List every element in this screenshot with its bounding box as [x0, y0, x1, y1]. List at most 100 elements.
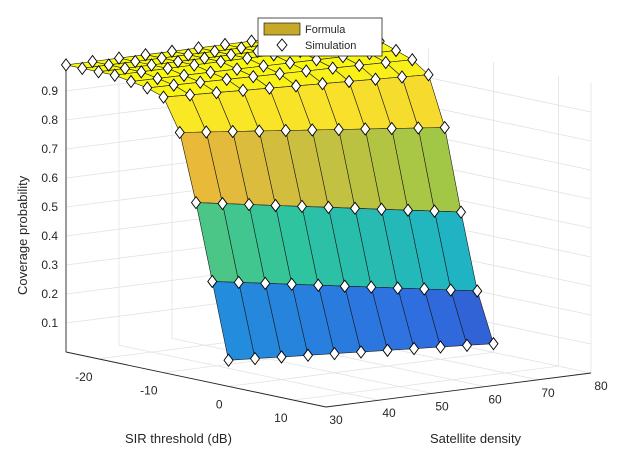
simulation-marker — [125, 74, 137, 89]
simulation-marker — [360, 122, 371, 136]
y-axis-label: Satellite density — [430, 431, 522, 446]
z-tick-label: 0.2 — [41, 287, 58, 301]
simulation-marker — [323, 200, 334, 215]
simulation-marker — [236, 41, 247, 55]
simulation-marker — [429, 204, 440, 218]
simulation-marker — [87, 54, 98, 69]
simulation-marker — [461, 338, 473, 353]
x-tick-label: 10 — [274, 411, 288, 425]
y-tick-label: 60 — [488, 393, 502, 407]
simulation-marker — [402, 203, 414, 217]
simulation-marker — [419, 282, 430, 296]
simulation-marker — [329, 346, 340, 361]
simulation-marker — [136, 65, 147, 79]
simulation-marker — [392, 281, 403, 295]
simulation-marker — [103, 58, 114, 72]
simulation-marker — [248, 69, 259, 84]
simulation-marker — [258, 59, 269, 73]
simulation-marker — [413, 121, 424, 135]
simulation-marker — [355, 345, 367, 359]
simulation-marker — [488, 336, 499, 351]
simulation-marker — [166, 44, 178, 59]
simulation-marker — [286, 277, 297, 292]
legend-simulation-label: Simulation — [305, 40, 356, 52]
simulation-marker — [396, 70, 408, 84]
simulation-marker — [190, 195, 202, 210]
z-tick-label: 0.1 — [41, 316, 58, 330]
simulation-marker — [366, 280, 377, 294]
grid-line — [118, 344, 380, 401]
simulation-marker — [311, 53, 322, 67]
simulation-marker — [339, 279, 350, 293]
legend-formula-label: Formula — [305, 24, 346, 36]
legend: Formula Simulation — [257, 17, 383, 57]
simulation-marker — [343, 74, 355, 89]
simulation-marker — [146, 58, 157, 72]
simulation-marker — [119, 61, 131, 76]
legend-simulation-marker — [276, 38, 288, 52]
y-tick-label: 70 — [541, 386, 555, 400]
simulation-marker — [201, 125, 212, 139]
simulation-marker — [207, 274, 218, 289]
simulation-marker — [274, 67, 285, 81]
simulation-marker — [301, 64, 312, 78]
simulation-marker — [113, 51, 125, 65]
simulation-marker — [264, 81, 275, 95]
simulation-marker — [280, 123, 291, 138]
y-tick-label: 40 — [382, 406, 396, 420]
x-tick-label: -10 — [140, 384, 158, 398]
simulation-marker — [77, 61, 88, 76]
simulation-marker — [445, 283, 456, 297]
simulation-marker — [221, 72, 232, 87]
simulation-marker — [233, 275, 244, 290]
simulation-marker — [423, 67, 434, 82]
z-tick-label: 0.7 — [41, 142, 58, 156]
simulation-marker — [270, 198, 281, 213]
simulation-marker — [472, 284, 483, 298]
simulation-marker — [386, 121, 397, 136]
simulation-marker — [243, 197, 255, 212]
simulation-marker — [225, 48, 237, 62]
grid-line — [293, 365, 559, 401]
simulation-marker — [439, 120, 450, 135]
simulation-marker — [199, 51, 210, 65]
simulation-marker — [354, 58, 365, 73]
tick-labels: 0.1 0.2 0.3 0.4 0.5 0.6 0.7 0.8 0.9 -20 -10 0 10 30 40… — [41, 84, 608, 427]
grid-line — [228, 351, 494, 387]
simulation-marker — [317, 76, 328, 91]
simulation-marker — [455, 205, 467, 219]
simulation-marker — [158, 90, 169, 104]
z-tick-label: 0.9 — [41, 84, 58, 98]
simulation-marker — [276, 350, 287, 364]
simulation-marker — [109, 68, 120, 82]
simulation-marker — [435, 340, 446, 354]
simulation-marker — [390, 43, 402, 58]
simulation-marker — [296, 199, 308, 214]
simulation-marker — [156, 51, 167, 65]
simulation-marker — [205, 65, 216, 79]
x-tick-label: -20 — [75, 370, 93, 384]
simulation-marker — [140, 47, 151, 62]
simulation-marker — [313, 278, 324, 292]
simulation-marker — [172, 54, 184, 69]
simulation-marker — [60, 58, 72, 72]
y-axis-line — [325, 372, 592, 408]
simulation-marker — [370, 72, 381, 86]
simulation-marker — [307, 123, 318, 137]
simulation-marker — [237, 83, 249, 98]
simulation-marker — [215, 54, 226, 69]
y-tick-label: 50 — [435, 399, 449, 413]
simulation-marker — [408, 341, 420, 356]
simulation-marker — [290, 79, 302, 93]
simulation-marker — [284, 56, 296, 70]
simulation-marker — [195, 75, 206, 89]
simulation-marker — [254, 124, 265, 138]
simulation-marker — [211, 85, 222, 100]
y-tick-label: 30 — [329, 413, 343, 427]
simulation-marker — [168, 78, 179, 92]
simulation-marker — [249, 351, 261, 366]
surface-patches — [65, 30, 494, 361]
simulation-marker — [227, 124, 238, 139]
